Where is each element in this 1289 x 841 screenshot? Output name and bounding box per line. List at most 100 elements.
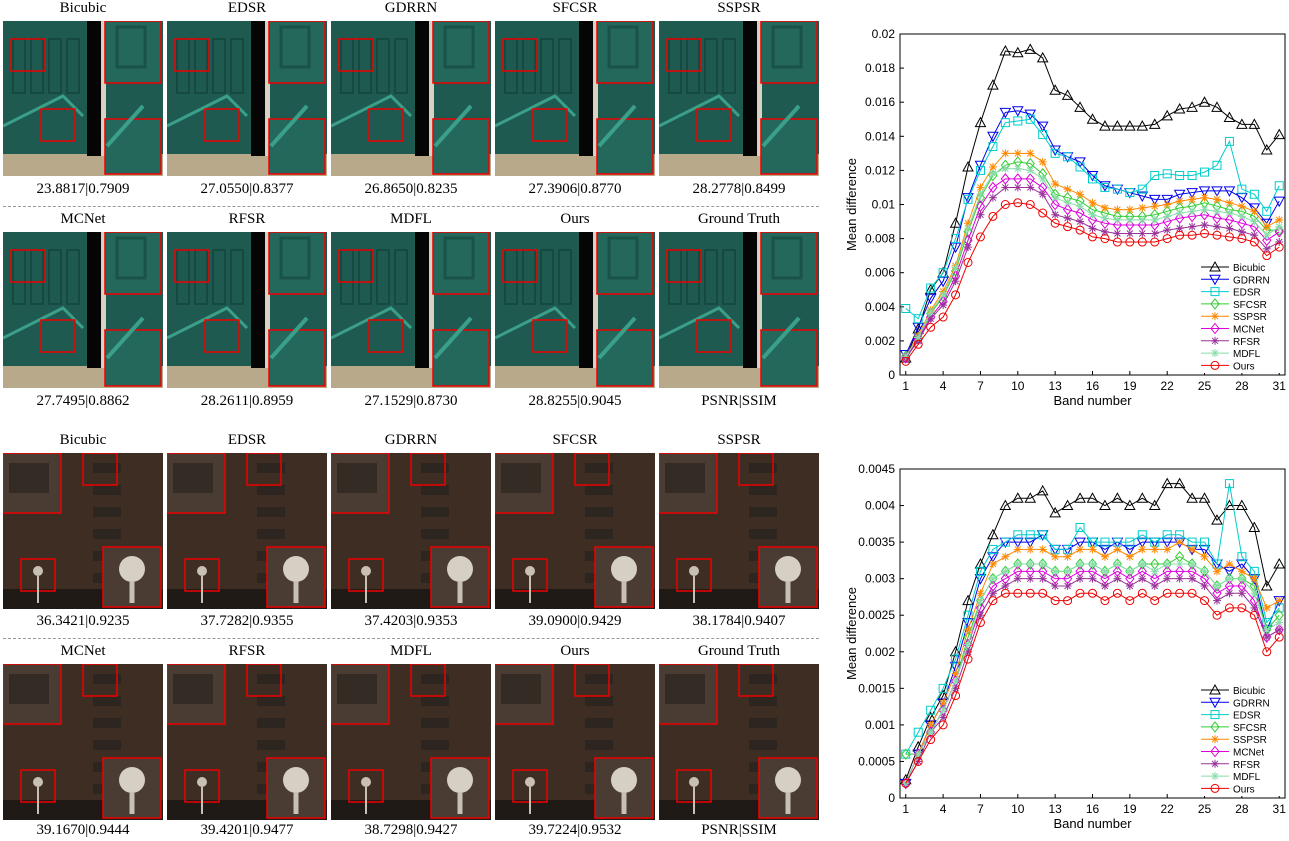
method-title: Ours [560,643,590,659]
y-tick-label: 0.0015 [858,681,895,695]
sample-image [167,232,327,388]
data-point [987,552,999,563]
legend-label: SFCSR [1233,723,1267,734]
data-point [1074,101,1086,112]
legend-entry: MCNet [1201,322,1264,336]
data-point [1038,560,1047,569]
band-difference-chart-top: 0 0.002 0.004 0.006 0.008 0.01 0.012 0.014 0.016… [844,27,1286,408]
data-point [1236,499,1248,511]
data-point [975,566,985,576]
x-tick-label: 16 [1086,379,1100,393]
data-point [1026,560,1035,569]
data-point [1125,537,1135,547]
psnr-ssim-value: 28.2778|0.8499 [692,181,786,197]
data-point [1262,206,1272,216]
data-point [1075,558,1085,570]
data-point [1163,574,1172,583]
series-ours [901,588,1284,788]
data-point [988,162,997,171]
data-point [1125,567,1134,576]
method-title: GDRRN [384,432,438,448]
data-point [1275,215,1284,224]
sample-image [495,453,655,609]
data-point [1112,588,1122,598]
data-point [1125,581,1134,590]
data-point [1150,215,1159,224]
sample-image [659,21,819,176]
y-tick-label: 0.004 [865,300,895,314]
data-point [1036,484,1049,496]
psnr-ssim-value: 27.3906|0.8770 [528,181,622,197]
y-tick-label: 0.01 [872,198,896,212]
data-point [975,618,985,628]
data-point [1175,197,1184,206]
data-point [901,778,911,788]
data-point [1099,120,1111,131]
sample-image [495,664,655,820]
series-edsr [901,114,1284,324]
data-point [1074,157,1086,168]
legend-label: EDSR [1233,288,1261,299]
data-point [1063,552,1072,561]
legend-entry: Bicubic [1201,683,1265,697]
data-point [1050,148,1060,158]
band-difference-chart-bottom: 0 0.0005 0.001 0.0015 0.002 0.0025 0.003 0.0035… [844,462,1286,831]
data-point [926,307,935,316]
data-point [938,683,948,693]
data-point [988,589,997,598]
legend-entry: MDFL [1201,772,1261,783]
series-line [905,592,1280,784]
data-point [974,116,987,128]
data-point [1250,589,1259,598]
data-point [1186,188,1198,199]
data-point [1212,195,1221,204]
data-point [1123,120,1136,131]
data-point [1262,625,1271,634]
data-point [1013,183,1022,192]
legend-entry: Ours [1201,783,1255,795]
data-point [1025,114,1035,124]
legend-label: RFSR [1233,760,1260,771]
data-point [1024,109,1037,121]
data-point [901,356,911,366]
data-point [1074,492,1086,503]
data-point [1051,210,1060,219]
data-point [1086,492,1099,503]
x-axis-label: Band number [1053,816,1132,831]
x-tick-label: 1 [902,802,909,816]
data-point [1175,171,1185,181]
data-point [964,219,973,228]
data-point [1150,171,1160,181]
sample-image [659,453,819,609]
method-title: EDSR [227,0,267,16]
method-title: MCNet [60,211,106,227]
data-point [1225,589,1234,598]
data-point [949,242,962,254]
data-point [1275,222,1284,231]
series-line [905,483,1280,755]
data-point [974,558,987,569]
data-point [951,263,960,272]
data-point [963,225,973,238]
data-point [1249,610,1259,620]
method-title: Ground Truth [697,211,781,227]
data-point [962,594,974,606]
data-point [1274,632,1284,642]
legend-label: EDSR [1233,711,1261,722]
data-point [1076,202,1085,211]
x-tick-label: 4 [940,802,947,816]
data-point [1136,492,1149,503]
y-tick-label: 0.012 [865,163,895,177]
data-point [1013,545,1022,554]
data-point [1076,217,1085,226]
x-tick-label: 28 [1235,802,1249,816]
data-point [1150,581,1159,590]
method-title: RFSR [228,643,266,659]
data-point [1175,209,1184,218]
data-point [1063,596,1073,606]
data-point [1250,603,1259,612]
data-point [1136,120,1149,131]
data-point [1076,560,1085,569]
data-point [1038,574,1047,583]
data-point [913,756,923,766]
